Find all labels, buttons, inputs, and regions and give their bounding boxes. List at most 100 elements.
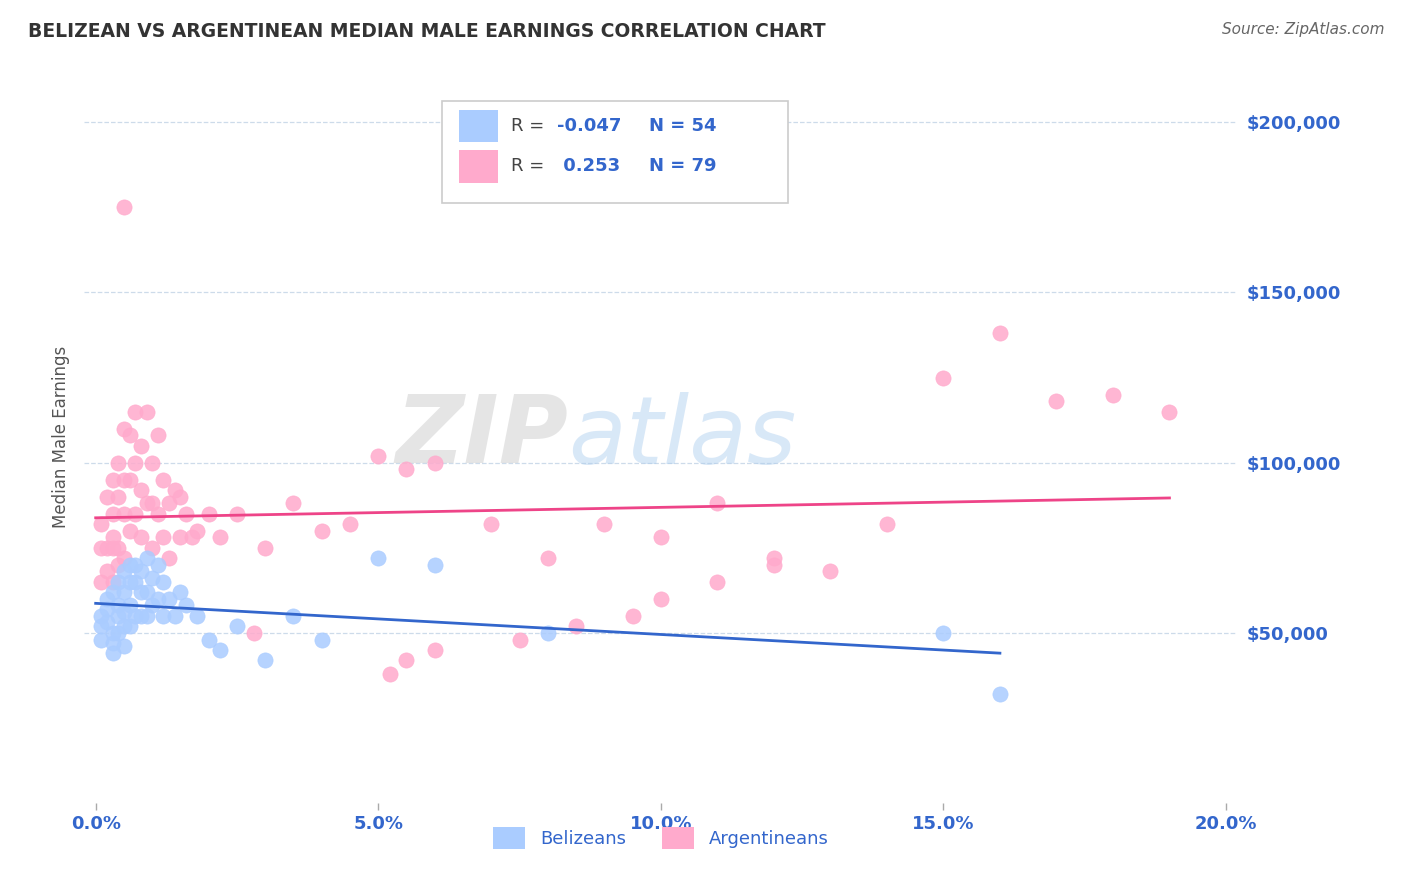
Point bbox=[124, 507, 146, 521]
Point bbox=[208, 531, 231, 545]
Point bbox=[762, 558, 785, 572]
Point bbox=[820, 565, 842, 579]
Point bbox=[96, 541, 118, 555]
Point bbox=[509, 632, 531, 647]
Point bbox=[157, 591, 180, 606]
Point bbox=[101, 585, 124, 599]
Point bbox=[197, 632, 219, 647]
FancyBboxPatch shape bbox=[460, 151, 498, 183]
Point bbox=[112, 421, 135, 435]
Point bbox=[129, 439, 152, 453]
Point bbox=[706, 574, 728, 589]
Text: 0.253: 0.253 bbox=[557, 158, 620, 176]
Point bbox=[932, 625, 955, 640]
Point bbox=[112, 585, 135, 599]
Point bbox=[593, 516, 616, 531]
Point bbox=[226, 507, 249, 521]
Point bbox=[762, 550, 785, 565]
Point bbox=[96, 490, 118, 504]
Point bbox=[118, 473, 141, 487]
Point bbox=[101, 646, 124, 660]
Point bbox=[124, 608, 146, 623]
Point bbox=[537, 550, 560, 565]
Point bbox=[129, 608, 152, 623]
Point bbox=[96, 602, 118, 616]
Point bbox=[112, 473, 135, 487]
Point bbox=[141, 456, 163, 470]
Point bbox=[146, 591, 169, 606]
Point bbox=[118, 428, 141, 442]
Point bbox=[129, 565, 152, 579]
Text: atlas: atlas bbox=[568, 392, 797, 483]
Point bbox=[112, 619, 135, 633]
Point bbox=[112, 640, 135, 654]
Point bbox=[186, 608, 208, 623]
Point bbox=[118, 599, 141, 613]
Point bbox=[101, 507, 124, 521]
Point bbox=[112, 565, 135, 579]
Point bbox=[339, 516, 361, 531]
Point bbox=[107, 558, 129, 572]
Text: R =: R = bbox=[510, 117, 550, 136]
Point bbox=[988, 326, 1011, 341]
Point bbox=[101, 636, 124, 650]
FancyBboxPatch shape bbox=[460, 110, 498, 143]
Point bbox=[537, 625, 560, 640]
Point bbox=[157, 496, 180, 510]
Point bbox=[174, 599, 197, 613]
Point bbox=[124, 574, 146, 589]
Point bbox=[129, 483, 152, 497]
Point bbox=[378, 666, 401, 681]
Point bbox=[90, 516, 112, 531]
Point bbox=[107, 599, 129, 613]
Point bbox=[169, 531, 191, 545]
Point bbox=[124, 456, 146, 470]
Point bbox=[283, 608, 305, 623]
Point bbox=[152, 608, 174, 623]
Point bbox=[90, 574, 112, 589]
Point bbox=[141, 541, 163, 555]
Point bbox=[141, 571, 163, 585]
Point bbox=[146, 428, 169, 442]
Point bbox=[395, 462, 418, 476]
Point bbox=[283, 496, 305, 510]
Legend: Belizeans, Argentineans: Belizeans, Argentineans bbox=[485, 820, 837, 856]
Point bbox=[135, 585, 157, 599]
Point bbox=[180, 531, 202, 545]
Point bbox=[650, 591, 672, 606]
Point bbox=[107, 625, 129, 640]
Point bbox=[124, 404, 146, 418]
Point bbox=[146, 507, 169, 521]
Point bbox=[90, 619, 112, 633]
Point bbox=[107, 608, 129, 623]
Point bbox=[254, 653, 277, 667]
Point bbox=[169, 490, 191, 504]
Point bbox=[101, 541, 124, 555]
Point bbox=[423, 642, 446, 657]
Point bbox=[152, 574, 174, 589]
Point bbox=[96, 615, 118, 630]
Point bbox=[186, 524, 208, 538]
Point bbox=[152, 531, 174, 545]
Text: ZIP: ZIP bbox=[395, 391, 568, 483]
Point bbox=[101, 574, 124, 589]
Point bbox=[129, 585, 152, 599]
Point bbox=[90, 632, 112, 647]
Text: R =: R = bbox=[510, 158, 550, 176]
Point bbox=[112, 550, 135, 565]
Point bbox=[152, 473, 174, 487]
Point bbox=[423, 558, 446, 572]
Point bbox=[157, 550, 180, 565]
Point bbox=[169, 585, 191, 599]
Point bbox=[112, 507, 135, 521]
Point bbox=[197, 507, 219, 521]
Point bbox=[311, 632, 333, 647]
Text: Source: ZipAtlas.com: Source: ZipAtlas.com bbox=[1222, 22, 1385, 37]
Y-axis label: Median Male Earnings: Median Male Earnings bbox=[52, 346, 70, 528]
Point bbox=[311, 524, 333, 538]
Point bbox=[254, 541, 277, 555]
Point bbox=[395, 653, 418, 667]
Point bbox=[243, 625, 266, 640]
Point bbox=[367, 449, 389, 463]
Point bbox=[129, 531, 152, 545]
